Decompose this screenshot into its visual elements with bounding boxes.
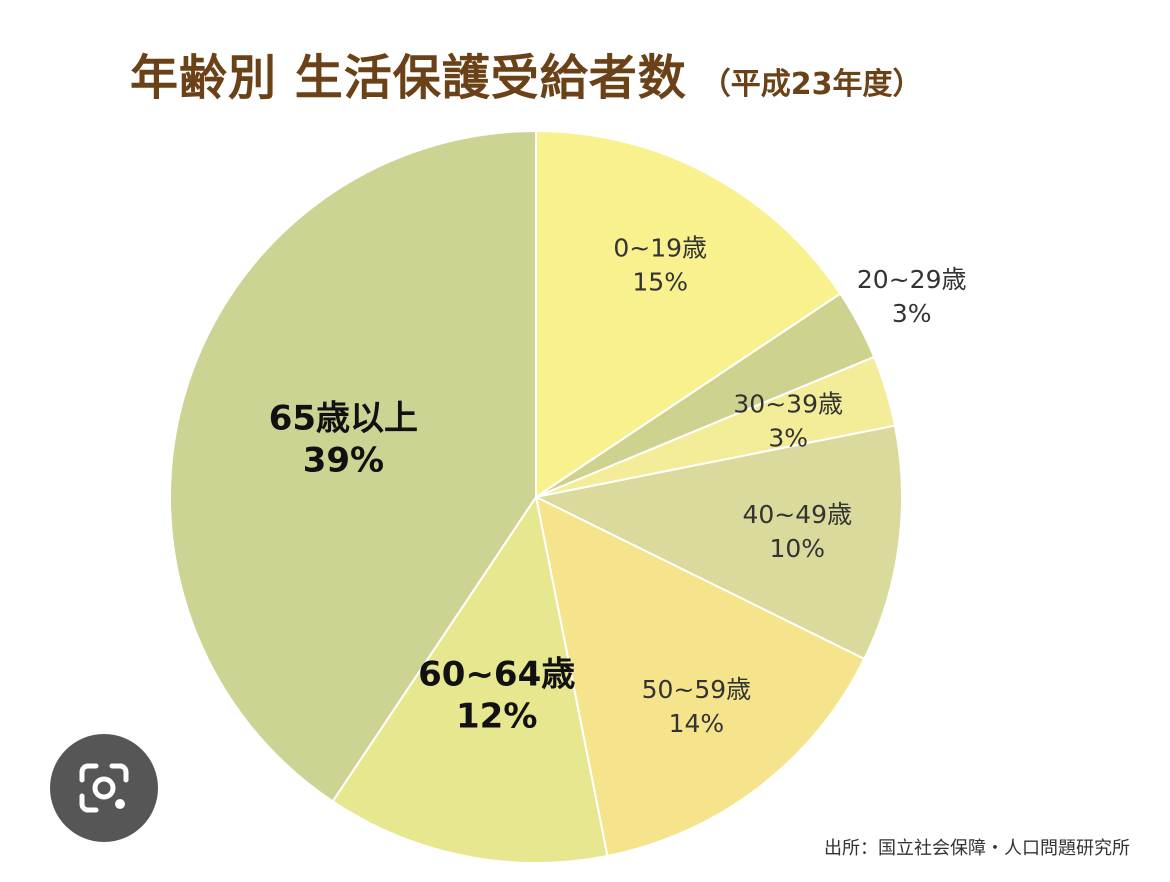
pie-slices [169, 129, 903, 864]
slice-value-label: 3% [892, 299, 932, 328]
pie-slice [532, 424, 903, 661]
chart-title-sub: （平成23年度） [700, 67, 923, 102]
pie-slice [534, 495, 866, 858]
pie-slice [535, 129, 842, 499]
source-note: 出所：国立社会保障・人口問題研究所 [824, 838, 1130, 859]
pie-labels: 0~19歳 15% 20~29歳 3% 30~39歳 3% 40~49歳 10% 50~59歳 1… [269, 233, 967, 738]
slice-value-label: 3% [768, 423, 808, 452]
slice-value-label: 39% [303, 441, 384, 481]
slice-label: 30~39歳 [733, 389, 843, 418]
google-lens-button[interactable] [50, 734, 158, 842]
slice-value-label: 12% [456, 696, 537, 736]
slice-value-label: 15% [632, 267, 688, 296]
slice-label: 20~29歳 [857, 265, 967, 294]
slice-value-label: 14% [669, 709, 725, 738]
google-lens-icon [79, 763, 129, 813]
pie-slice [169, 129, 537, 803]
slice-value-label: 10% [770, 534, 826, 563]
chart-title: 年齢別 生活保護受給者数 （平成23年度） [130, 38, 922, 108]
slice-label: 65歳以上 [269, 399, 418, 439]
slice-label: 50~59歳 [642, 675, 752, 704]
slice-label: 40~49歳 [743, 500, 853, 529]
chart-title-main: 年齢別 生活保護受給者数 [130, 50, 687, 106]
pie-slice [331, 494, 609, 864]
slice-label: 0~19歳 [613, 233, 707, 262]
slice-label: 60~64歳 [418, 654, 575, 694]
